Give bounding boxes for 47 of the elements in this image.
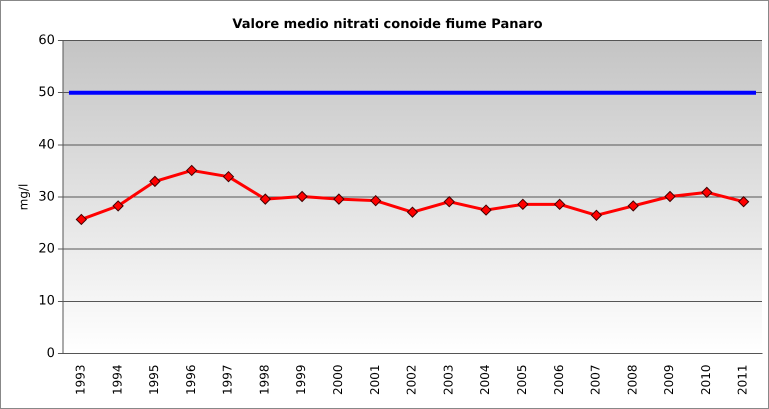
x-tick-label: 2008 bbox=[625, 364, 640, 396]
x-tick-label: 2001 bbox=[368, 364, 382, 396]
point bbox=[333, 194, 344, 205]
x-tick-label: 1995 bbox=[147, 364, 162, 396]
y-axis-title: mg/l bbox=[16, 184, 30, 210]
x-tick-label: 2000 bbox=[331, 364, 346, 396]
point bbox=[480, 204, 492, 216]
point bbox=[664, 191, 676, 202]
point bbox=[76, 214, 87, 225]
point bbox=[112, 200, 124, 212]
point bbox=[296, 191, 308, 202]
x-tick-label: 2007 bbox=[588, 364, 603, 396]
x-tick-label: 1998 bbox=[257, 364, 272, 396]
y-tick-label: 0 bbox=[46, 346, 55, 361]
x-tick-label: 1999 bbox=[294, 364, 308, 396]
point bbox=[223, 171, 234, 182]
point bbox=[186, 164, 198, 176]
point bbox=[260, 194, 271, 205]
x-tick-label: 2006 bbox=[552, 364, 566, 396]
x-tick-label: 2009 bbox=[662, 364, 676, 396]
x-tick-label: 2004 bbox=[478, 364, 492, 396]
x-tick-label: 2003 bbox=[441, 364, 456, 396]
y-tick-label: 60 bbox=[38, 32, 55, 48]
point bbox=[628, 200, 639, 212]
point bbox=[554, 198, 566, 210]
y-tick-label: 50 bbox=[38, 85, 55, 100]
point bbox=[701, 186, 712, 198]
point bbox=[590, 210, 602, 221]
y-tick-label: 40 bbox=[38, 137, 55, 152]
x-tick-label: 1994 bbox=[110, 364, 124, 396]
point bbox=[444, 196, 455, 208]
point bbox=[370, 195, 382, 206]
point bbox=[406, 206, 418, 218]
x-tick-label: 2005 bbox=[514, 364, 529, 396]
y-tick-label: 20 bbox=[38, 242, 55, 257]
y-tick-label: 10 bbox=[38, 294, 55, 309]
point bbox=[517, 198, 528, 210]
x-tick-label: 2011 bbox=[736, 364, 750, 396]
x-tick-label: 1996 bbox=[184, 364, 198, 396]
x-tick-label: 2010 bbox=[698, 364, 713, 396]
x-tick-label: 1997 bbox=[220, 364, 235, 396]
x-tick-label: 2002 bbox=[404, 364, 419, 396]
point bbox=[738, 196, 750, 208]
point bbox=[149, 176, 160, 187]
y-tick-label: 30 bbox=[38, 189, 55, 204]
chart-title: Valore medio nitrati conoide fiume Panaro bbox=[232, 17, 543, 32]
x-tick-label: 1993 bbox=[73, 364, 88, 396]
